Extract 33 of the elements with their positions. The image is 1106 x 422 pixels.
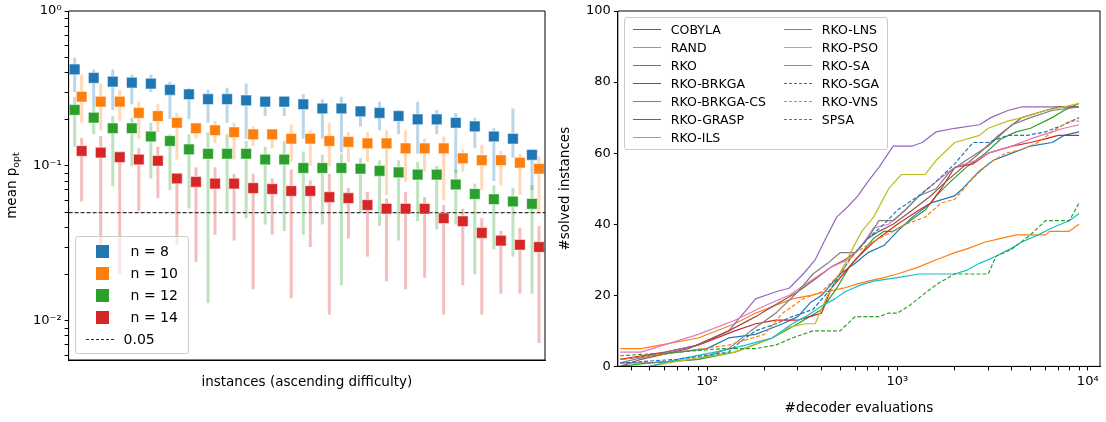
y-tick-label: 10⁻¹ [32, 157, 62, 173]
legend-label: n = 12 [130, 287, 178, 303]
x-tick-label: 10² [696, 372, 718, 388]
legend-label: n = 8 [130, 243, 170, 259]
y-tick-label: 100 [585, 2, 611, 18]
legend-label: RKO-GRASP [670, 112, 745, 127]
legend-label: SPSA [821, 112, 855, 127]
x-axis-title: instances (ascending difficulty) [201, 372, 413, 389]
y-tick-label: 40 [594, 215, 611, 231]
y-tick-label: 60 [594, 144, 611, 160]
legend-label: RKO-LNS [821, 22, 878, 37]
legend-label: RKO-BRKGA [670, 76, 745, 91]
legend-label: RKO-ILS [670, 130, 721, 145]
y-tick-label: 10⁰ [39, 2, 62, 18]
legend-label: 0.05 [123, 331, 155, 347]
y-axis-title: #solved instances [555, 126, 572, 251]
legend-label: RKO [670, 58, 697, 73]
y-tick-label: 0 [602, 357, 611, 373]
y-tick-label: 80 [594, 73, 611, 89]
legend-label: RKO-SA [821, 58, 870, 73]
legend-label: RKO-VNS [821, 94, 878, 109]
legend-label: n = 10 [130, 265, 178, 281]
x-tick-label: 10⁴ [1076, 372, 1099, 388]
legend-label: RKO-SGA [821, 76, 879, 91]
legend-label: RKO-BRKGA-CS [670, 94, 766, 109]
x-axis-title: #decoder evaluations [784, 398, 934, 415]
x-tick-label: 10³ [886, 372, 909, 388]
y-tick-label: 10⁻² [32, 312, 62, 328]
y-tick-label: 20 [594, 286, 611, 302]
legend-label: n = 14 [130, 309, 178, 325]
legend-label: RAND [670, 40, 707, 55]
legend-label: COBYLA [670, 22, 721, 37]
legend-label: RKO-PSO [821, 40, 879, 55]
